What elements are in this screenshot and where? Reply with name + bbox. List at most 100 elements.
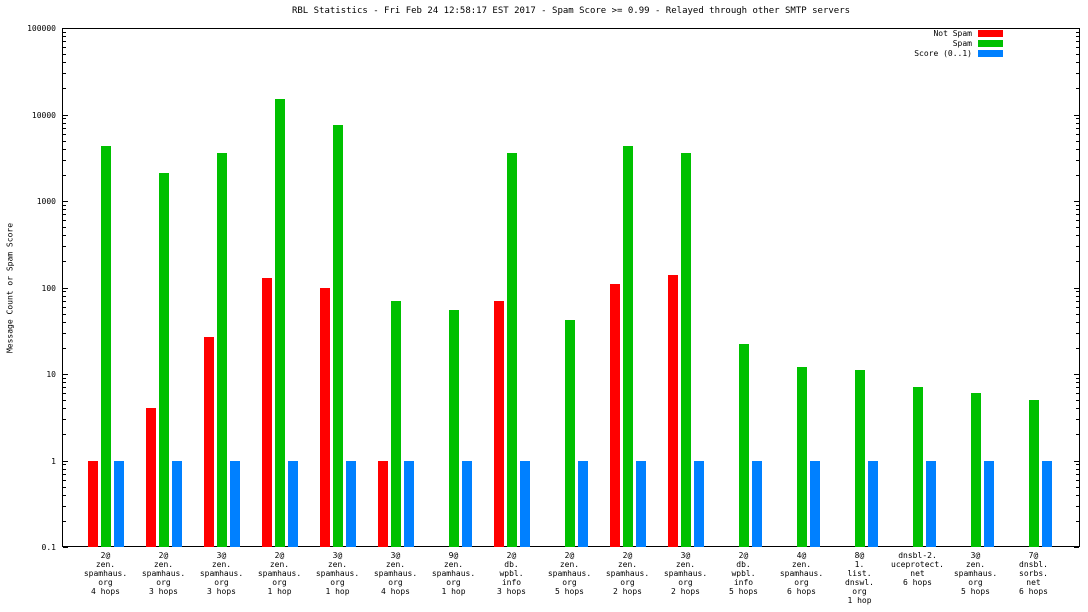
x-category-label-line: spamhaus. <box>373 569 418 578</box>
y-minor-tick-mark <box>63 313 66 315</box>
y-minor-tick-mark <box>63 62 66 64</box>
y-tick-mark <box>63 28 68 29</box>
y-minor-tick-mark <box>63 133 66 135</box>
y-tick-mark <box>1074 28 1079 29</box>
y-tick-mark <box>1074 287 1079 289</box>
x-category-label-line: org <box>446 578 461 587</box>
y-minor-tick-mark <box>63 434 66 436</box>
bar-score <box>287 460 298 547</box>
y-minor-tick-mark <box>1076 31 1079 33</box>
bar-not-spam <box>319 287 330 547</box>
y-minor-tick-mark <box>1076 148 1079 150</box>
y-minor-tick-mark <box>63 382 66 384</box>
x-category-label-line: org <box>852 587 867 596</box>
y-tick-mark <box>1074 114 1079 116</box>
x-category-label-line: uceprotect. <box>891 560 944 569</box>
y-minor-tick-mark <box>1076 235 1079 237</box>
y-minor-tick-mark <box>1076 127 1079 129</box>
x-category-label-line: 1 hop <box>267 587 292 596</box>
x-category-label-line: 3@ <box>970 551 981 560</box>
y-minor-tick-mark <box>1076 464 1079 466</box>
bar-not-spam <box>203 336 214 547</box>
y-minor-tick-mark <box>63 306 66 308</box>
y-minor-tick-mark <box>1076 505 1079 507</box>
x-category-label-line: spamhaus. <box>605 569 650 578</box>
x-category-label-line: org <box>968 578 983 587</box>
x-category-label-line: net <box>910 569 925 578</box>
x-category-label-line: 3 hops <box>497 587 526 596</box>
y-minor-tick-mark <box>1076 300 1079 302</box>
y-tick-mark <box>63 114 68 116</box>
x-category-label: 4@ zen. spamhaus. org 6 hops <box>773 551 831 596</box>
y-minor-tick-mark <box>1076 332 1079 334</box>
y-minor-tick-mark <box>1076 382 1079 384</box>
y-minor-tick-mark <box>63 261 66 263</box>
y-minor-tick-mark <box>63 88 66 90</box>
bar-score <box>171 460 182 547</box>
y-tick-label: 10 <box>46 370 56 379</box>
y-minor-tick-mark <box>1076 209 1079 211</box>
bar-score <box>809 460 820 547</box>
x-category-label: 7@ dnsbl. sorbs. net 6 hops <box>1005 551 1063 596</box>
bar-score <box>983 460 994 547</box>
legend-label: Not Spam <box>933 29 972 38</box>
x-category-label-line: 5 hops <box>961 587 990 596</box>
x-category-label-line: 9@ <box>448 551 459 560</box>
y-minor-tick-mark <box>63 73 66 75</box>
x-category-label-line: wpbl. <box>499 569 524 578</box>
y-minor-tick-mark <box>1076 261 1079 263</box>
y-minor-tick-mark <box>1076 73 1079 75</box>
legend-swatch <box>978 30 1003 37</box>
y-minor-tick-mark <box>1076 227 1079 229</box>
x-category-label-line: 1 hop <box>441 587 466 596</box>
bar-spam <box>390 300 401 547</box>
y-minor-tick-mark <box>1076 400 1079 402</box>
y-minor-tick-mark <box>1076 291 1079 293</box>
y-minor-tick-mark <box>63 419 66 421</box>
y-minor-tick-mark <box>1076 47 1079 49</box>
y-tick-mark <box>1074 374 1079 375</box>
x-category-label-line: 2@ <box>506 551 517 560</box>
y-minor-tick-mark <box>1076 393 1079 395</box>
x-category-label: 3@ zen. spamhaus. org 4 hops <box>367 551 425 596</box>
x-category-label-line: db. <box>504 560 519 569</box>
bar-spam <box>564 320 575 547</box>
y-tick-label: 100000 <box>27 24 56 33</box>
y-minor-tick-mark <box>1076 140 1079 142</box>
y-minor-tick-mark <box>63 321 66 323</box>
x-category-label-line: 8@ <box>854 551 865 560</box>
x-category-label-line: 5 hops <box>729 587 758 596</box>
x-category-label-line: 4 hops <box>381 587 410 596</box>
x-category-label-line: 4 hops <box>91 587 120 596</box>
x-category-label-line: 2@ <box>622 551 633 560</box>
y-minor-tick-mark <box>1076 174 1079 176</box>
y-minor-tick-mark <box>1076 295 1079 297</box>
x-category-label-line: spamhaus. <box>779 569 824 578</box>
x-category-label-line: 2@ <box>564 551 575 560</box>
legend-item: Score (0..1) <box>914 49 1003 58</box>
y-minor-tick-mark <box>63 246 66 248</box>
x-category-label-line: org <box>620 578 635 587</box>
y-minor-tick-mark <box>1076 122 1079 124</box>
x-category-label-line: sorbs. <box>1019 569 1048 578</box>
y-minor-tick-mark <box>63 291 66 293</box>
x-category-label-line: zen. <box>443 560 464 569</box>
bar-score <box>635 460 646 547</box>
bar-spam <box>912 387 923 547</box>
x-category-label-line: org <box>214 578 229 587</box>
x-category-label-line: spamhaus. <box>953 569 998 578</box>
bar-spam <box>274 99 285 547</box>
bar-score <box>693 460 704 547</box>
x-category-label-line: net <box>1026 578 1041 587</box>
legend-item: Not Spam <box>914 29 1003 38</box>
x-category-label-line: org <box>156 578 171 587</box>
x-category-label-line: 3@ <box>216 551 227 560</box>
x-category-label-line: dnswl. <box>845 578 874 587</box>
y-minor-tick-mark <box>63 227 66 229</box>
y-minor-tick-mark <box>1076 246 1079 248</box>
x-category-label-line: 2@ <box>274 551 285 560</box>
bar-score <box>867 460 878 547</box>
x-category-label-line: 7@ <box>1028 551 1039 560</box>
x-category-label-line: spamhaus. <box>663 569 708 578</box>
x-category-label-line: 3 hops <box>207 587 236 596</box>
